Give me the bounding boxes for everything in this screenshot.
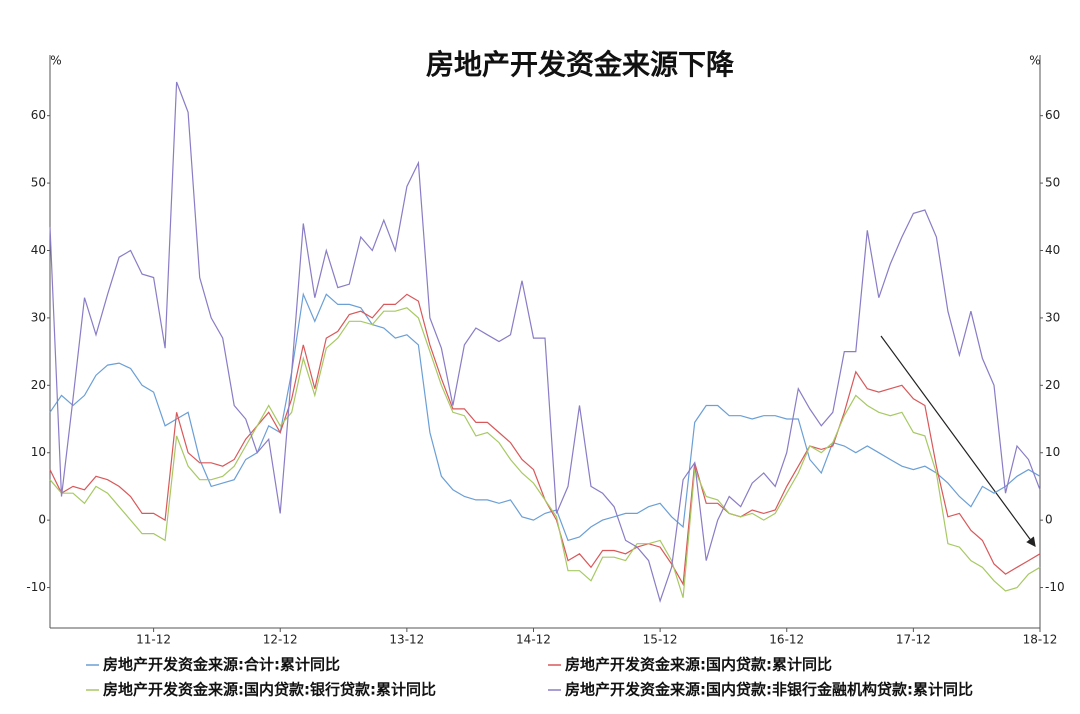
x-tick-label: 16-12 bbox=[769, 633, 804, 647]
x-tick-label: 18-12 bbox=[1023, 633, 1058, 647]
y2-tick-label: 60 bbox=[1045, 108, 1060, 122]
y2-tick-label: 50 bbox=[1045, 176, 1060, 190]
y2-tick-label: 40 bbox=[1045, 243, 1060, 257]
x-tick-label: 12-12 bbox=[263, 633, 298, 647]
y-tick-label: 40 bbox=[31, 243, 46, 257]
series-line bbox=[49, 307, 1041, 598]
x-tick-label: 17-12 bbox=[896, 633, 931, 647]
y2-tick-label: -10 bbox=[1045, 580, 1065, 594]
y2-tick-label: 0 bbox=[1045, 513, 1053, 527]
x-tick-label: 14-12 bbox=[516, 633, 551, 647]
series-line bbox=[49, 81, 1041, 604]
legend-label: 房地产开发资金来源:国内贷款:银行贷款:累计同比 bbox=[103, 681, 436, 699]
y-tick-label: 30 bbox=[31, 310, 46, 324]
y2-axis-unit: % bbox=[1029, 54, 1040, 68]
y2-tick-label: 10 bbox=[1045, 445, 1060, 459]
legend-label: 房地产开发资金来源:合计:累计同比 bbox=[103, 656, 340, 674]
x-tick-label: 15-12 bbox=[643, 633, 678, 647]
y-tick-label: -10 bbox=[26, 580, 46, 594]
legend-label: 房地产开发资金来源:国内贷款:非银行金融机构贷款:累计同比 bbox=[565, 681, 973, 699]
chart-title: 房地产开发资金来源下降 bbox=[426, 48, 735, 81]
x-tick-label: 11-12 bbox=[136, 633, 171, 647]
legend-label: 房地产开发资金来源:国内贷款:累计同比 bbox=[565, 656, 832, 674]
y-tick-label: 60 bbox=[31, 108, 46, 122]
y-tick-label: 50 bbox=[31, 176, 46, 190]
y-axis-unit: % bbox=[50, 54, 61, 68]
series-line bbox=[49, 292, 1041, 542]
y-tick-label: 0 bbox=[38, 513, 46, 527]
y2-tick-label: 30 bbox=[1045, 310, 1060, 324]
y-tick-label: 20 bbox=[31, 378, 46, 392]
y-tick-label: 10 bbox=[31, 445, 46, 459]
y2-tick-label: 20 bbox=[1045, 378, 1060, 392]
trend-arrow bbox=[880, 335, 1036, 547]
x-tick-label: 13-12 bbox=[389, 633, 424, 647]
